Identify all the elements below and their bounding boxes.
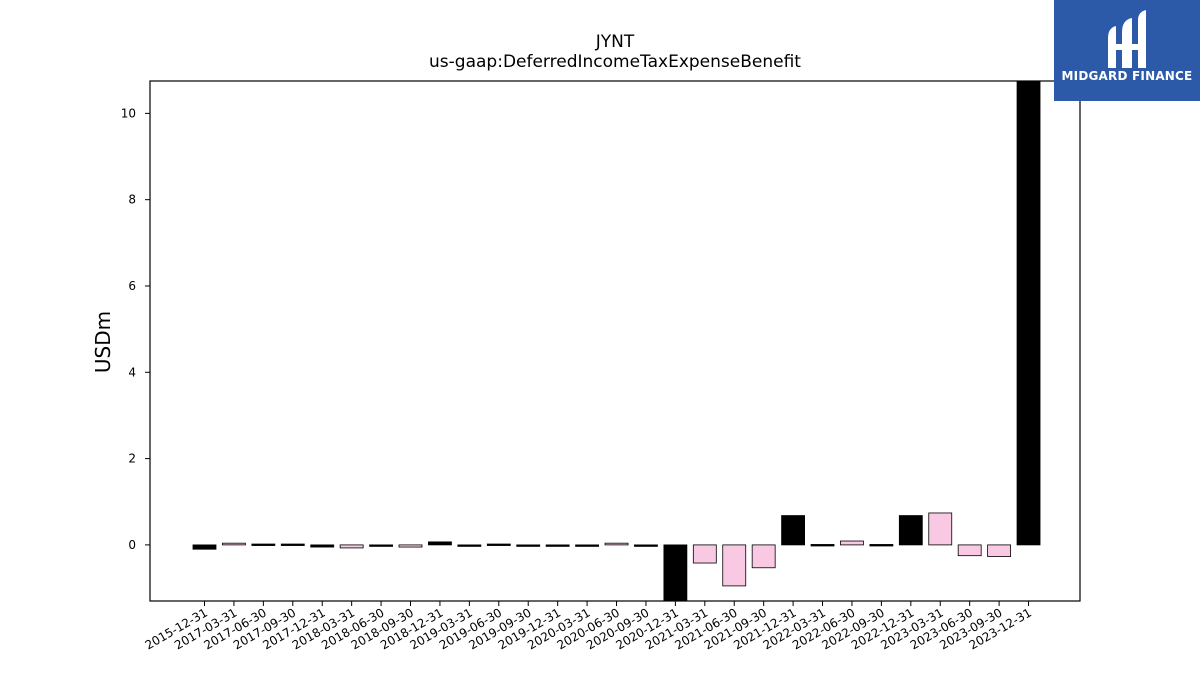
bar-2023-09-30 bbox=[987, 544, 1012, 557]
bar-2021-06-30 bbox=[722, 544, 747, 587]
chart-subtitle: us-gaap:DeferredIncomeTaxExpenseBenefit bbox=[429, 52, 801, 72]
plot-frame bbox=[149, 80, 1081, 602]
bar-2019-12-31 bbox=[545, 544, 570, 547]
y-tick-label: 6 bbox=[128, 279, 136, 293]
y-tick-label: 0 bbox=[128, 538, 136, 552]
y-tick-label: 8 bbox=[128, 193, 136, 207]
bar-2017-12-31 bbox=[310, 544, 335, 548]
bar-2022-09-30 bbox=[869, 544, 894, 547]
bar-2019-06-30 bbox=[486, 543, 511, 546]
bar-2017-06-30 bbox=[251, 543, 276, 546]
bar-2017-03-31 bbox=[222, 542, 246, 546]
y-tick-label: 4 bbox=[128, 365, 136, 379]
bar-2015-12-31 bbox=[192, 544, 217, 550]
y-axis-label: USDm bbox=[91, 310, 115, 374]
bar-2022-06-30 bbox=[840, 540, 864, 546]
bar-2018-03-31 bbox=[339, 544, 364, 549]
bar-2020-09-30 bbox=[634, 544, 658, 547]
bar-2018-06-30 bbox=[369, 544, 393, 547]
bar-2021-09-30 bbox=[751, 544, 776, 569]
bar-2020-06-30 bbox=[604, 542, 629, 546]
bars-group bbox=[192, 80, 1041, 602]
bar-2022-12-31 bbox=[898, 515, 923, 546]
chart-title: JYNT bbox=[595, 32, 635, 52]
bar-2021-12-31 bbox=[781, 515, 805, 546]
logo-mark-icon bbox=[1108, 10, 1146, 68]
bar-2023-12-31 bbox=[1016, 80, 1041, 546]
bar-2021-03-31 bbox=[692, 544, 717, 564]
bar-2020-12-31 bbox=[663, 544, 688, 602]
bar-2019-03-31 bbox=[457, 544, 482, 547]
bar-2018-09-30 bbox=[398, 544, 423, 548]
bar-2023-03-31 bbox=[928, 512, 953, 546]
bar-2020-03-31 bbox=[575, 544, 599, 547]
y-tick-label: 10 bbox=[121, 106, 136, 120]
bar-2017-09-30 bbox=[280, 543, 305, 546]
bar-2018-12-31 bbox=[428, 541, 452, 546]
bar-2019-09-30 bbox=[516, 544, 541, 547]
bar-2023-06-30 bbox=[957, 544, 982, 557]
logo-text: MIDGARD FINANCE bbox=[1061, 69, 1193, 83]
x-axis: 2015-12-312017-03-312017-06-302017-09-30… bbox=[143, 601, 1034, 652]
y-tick-label: 2 bbox=[128, 452, 136, 466]
y-axis: 0 2 4 6 8 10 bbox=[121, 106, 150, 552]
midgard-finance-logo: MIDGARD FINANCE bbox=[1054, 0, 1200, 101]
bar-2022-03-31 bbox=[810, 544, 835, 547]
